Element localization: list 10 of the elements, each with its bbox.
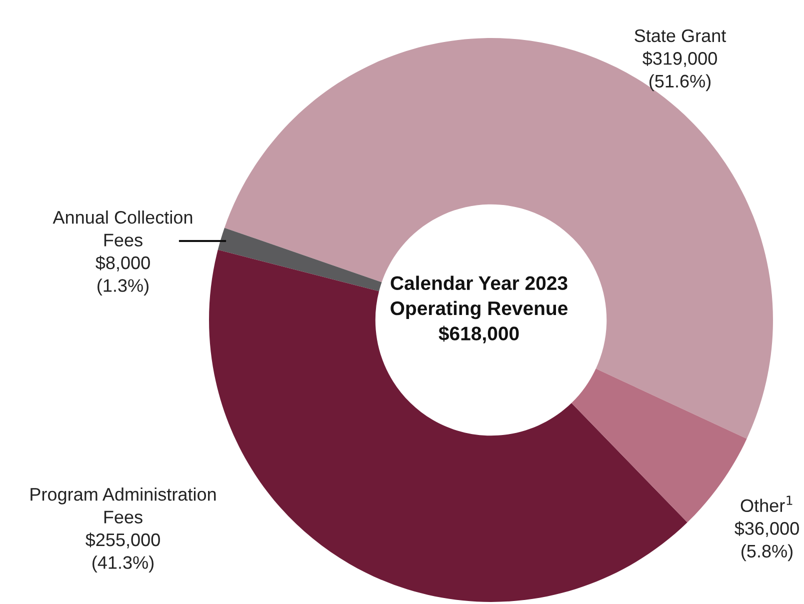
text: Calendar Year 2023 Operating Revenue $618,000 bbox=[390, 276, 568, 344]
slice-label: Other$^{1}$ bbox=[740, 496, 792, 512]
slice-label: Program Administration Fees bbox=[30, 488, 216, 524]
data-label: $36,000 (5.8%) bbox=[734, 521, 799, 562]
donut-slice bbox=[218, 228, 382, 292]
data-label: $255,000 (41.3%) bbox=[86, 532, 160, 572]
data-label: $8,000 (1.3%) bbox=[96, 256, 150, 296]
data-label: $319,000 (51.6%) bbox=[642, 51, 717, 92]
slice-label: State Grant bbox=[634, 29, 726, 42]
slice-label: Annual Collection Fees bbox=[52, 210, 192, 246]
